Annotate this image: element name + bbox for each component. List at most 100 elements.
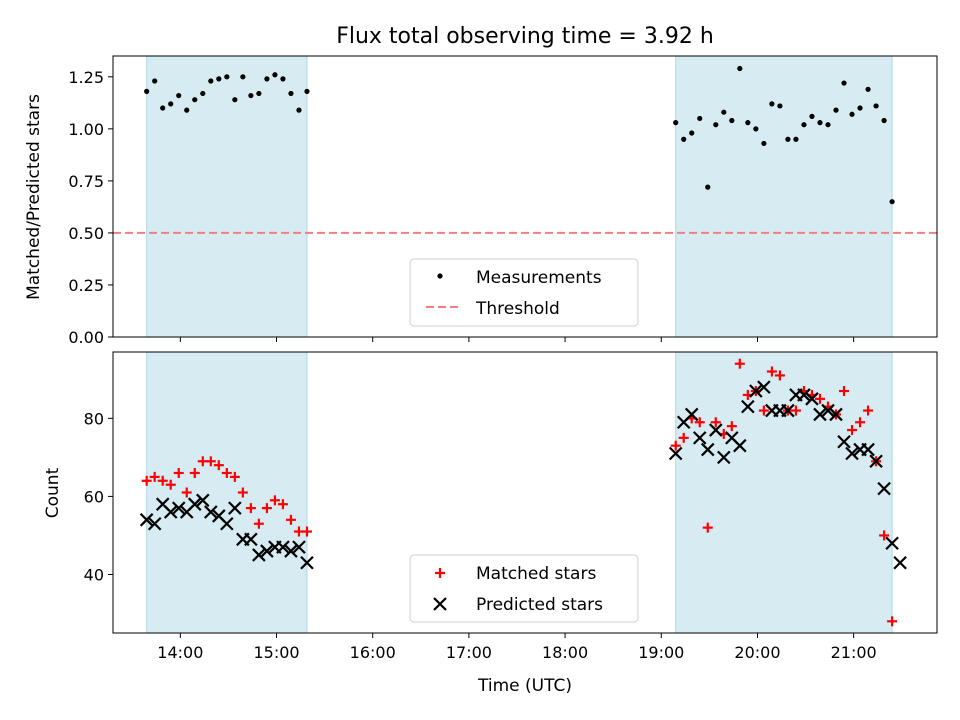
x-tick-label: 14:00 <box>157 643 203 662</box>
predicted-star-point <box>147 516 162 531</box>
measurement-point <box>192 97 198 103</box>
matched-star-point <box>814 393 825 404</box>
measurement-point <box>761 140 767 147</box>
bottom-x-axis-ticks: 14:00 15:00 16:00 17:00 18:00 19:00 20:00 21:00 <box>157 633 877 662</box>
legend-measurements-marker <box>437 273 443 279</box>
measurement-point <box>857 105 863 111</box>
top-y-axis-ticks: 0.00 0.25 0.50 0.75 1.00 1.25 <box>68 68 113 347</box>
predicted-star-point <box>869 454 883 469</box>
measurement-point <box>793 136 799 142</box>
x-tick-label: 15:00 <box>253 643 299 662</box>
measurement-point <box>745 120 751 126</box>
measurement-point <box>689 130 695 136</box>
top-legend: Measurements Threshold <box>409 258 639 327</box>
matched-star-point <box>839 386 850 397</box>
measurement-point <box>216 76 222 82</box>
measurement-point <box>208 78 214 84</box>
matched-star-point <box>774 370 785 381</box>
matched-star-point <box>237 487 248 498</box>
measurement-point <box>737 65 743 72</box>
y-tick-label: 0.25 <box>68 276 104 295</box>
measurement-point <box>769 101 775 107</box>
top-x-axis-ticks <box>179 337 855 342</box>
matched-star-point <box>879 530 890 541</box>
measurement-point <box>152 78 158 84</box>
y-tick-label: 0.00 <box>68 328 104 347</box>
legend-matched-label: Matched stars <box>476 564 596 584</box>
measurement-point <box>232 97 238 103</box>
matched-star-point <box>702 522 713 533</box>
measurement-point <box>889 199 895 205</box>
predicted-star-point <box>749 384 763 398</box>
measurement-point <box>833 107 839 113</box>
bottom-y-axis-ticks: 40 60 80 <box>84 409 113 584</box>
predicted-star-point <box>805 392 819 406</box>
measurement-point <box>144 88 150 94</box>
measurement-point <box>841 80 847 86</box>
matched-star-point <box>790 405 801 416</box>
matched-star-point <box>678 432 689 443</box>
matched-star-point <box>734 358 745 369</box>
predicted-star-point <box>741 399 755 414</box>
predicted-star-point <box>284 544 298 558</box>
predicted-star-point <box>292 540 306 554</box>
predicted-star-point <box>195 493 210 508</box>
top-plot-frame <box>112 55 938 338</box>
predicted-star-point <box>717 450 731 465</box>
measurement-point <box>256 90 262 97</box>
predicted-star-point <box>845 446 859 461</box>
legend-predicted-label: Predicted stars <box>476 595 603 615</box>
x-tick-label: 19:00 <box>638 643 684 662</box>
predicted-star-point <box>837 434 851 449</box>
x-tick-label: 17:00 <box>446 643 492 662</box>
x-tick-label: 16:00 <box>350 643 396 662</box>
measurement-point <box>881 117 887 124</box>
y-tick-label: 80 <box>84 409 104 428</box>
matched-star-point <box>229 471 240 482</box>
matched-star-point <box>766 366 777 377</box>
x-axis-label: Time (UTC) <box>477 676 572 696</box>
matched-star-point <box>863 405 874 416</box>
measurement-point <box>296 107 302 113</box>
measurement-point <box>873 103 879 109</box>
predicted-star-point <box>668 446 683 461</box>
matched-star-point <box>173 467 184 478</box>
legend-matched-marker <box>435 568 445 578</box>
matched-star-point <box>847 425 858 436</box>
bottom-shaded-intervals <box>146 351 893 634</box>
measurement-point <box>248 92 254 99</box>
measurement-point <box>288 90 294 97</box>
predicted-star-point <box>877 481 891 496</box>
predicted-star-point <box>821 403 835 418</box>
shaded-interval <box>675 55 893 338</box>
predicted-star-point <box>228 501 242 515</box>
predicted-star-point <box>700 442 715 457</box>
matched-star-point <box>181 487 192 498</box>
predicted-star-point <box>139 513 154 527</box>
x-tick-label: 18:00 <box>542 643 588 662</box>
matched-star-point <box>758 405 769 416</box>
measurement-point <box>224 74 230 80</box>
predicted-star-point <box>276 540 290 554</box>
bottom-plot-frame <box>112 351 938 634</box>
measurement-point <box>801 122 807 128</box>
measurement-point <box>200 90 206 97</box>
measurement-point <box>809 113 815 119</box>
measurement-points <box>144 65 895 205</box>
bottom-panel: 40 60 80 14:00 15:00 16:00 17:00 18:00 19:00 20:… <box>43 351 938 696</box>
measurement-point <box>176 92 182 99</box>
matched-star-point <box>269 495 280 506</box>
matched-star-point <box>277 499 288 510</box>
matched-star-point <box>213 460 224 471</box>
measurement-point <box>729 117 735 124</box>
legend-measurements-label: Measurements <box>476 268 602 288</box>
bottom-legend-box <box>409 554 639 623</box>
matched-star-point <box>301 526 312 537</box>
matched-star-point <box>205 456 216 467</box>
predicted-star-point <box>163 505 178 519</box>
y-tick-label: 60 <box>84 487 104 506</box>
predicted-star-point <box>813 407 827 422</box>
matched-star-point <box>710 417 721 428</box>
predicted-star-point <box>684 407 699 422</box>
matched-star-point <box>221 467 232 478</box>
